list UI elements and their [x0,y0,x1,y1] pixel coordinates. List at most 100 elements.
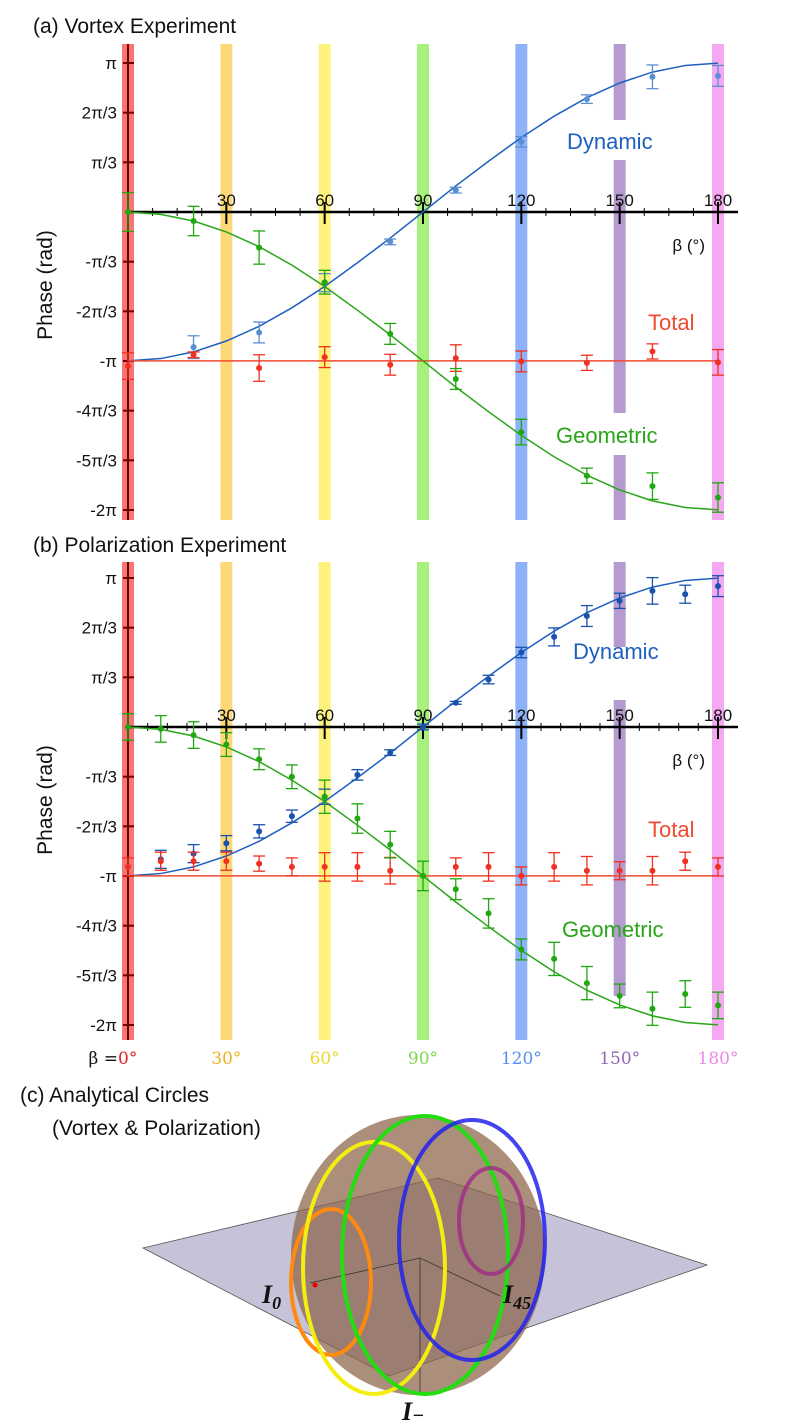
circle-orange [289,1207,373,1357]
data-point-dynamic [220,834,233,852]
data-point-dynamic [515,646,528,659]
x-tick-label: 30 [217,706,236,725]
marker [452,863,459,870]
y-axis-label: Phase (rad) [34,230,57,340]
y-tick-label: -5π/3 [76,451,117,470]
x-axis-label: β (°) [672,236,705,255]
data-point-geometric [679,980,692,1008]
data-point-geometric [122,191,134,233]
marker [485,863,492,870]
marker [682,858,689,865]
data-point-geometric [449,367,462,391]
marker [256,756,263,763]
y-tick-label: π/3 [91,668,117,687]
x-tick-label: 180 [704,706,732,725]
marker [387,749,394,756]
y-tick-label: π/3 [91,153,117,172]
label-iminus: I− [401,1397,424,1427]
data-point-total [384,353,397,376]
data-point-total [318,852,331,882]
panel-c-analytical-circles: (c) Analytical Circles (Vortex & Polariz… [20,1084,709,1427]
data-point-total [384,856,397,885]
band-gap [612,996,627,1049]
beta-label-120: 120° [501,1049,542,1069]
data-point-geometric [515,418,528,446]
marker [256,329,263,336]
label-i45: I45 [502,1280,531,1313]
data-point-geometric [351,803,364,834]
x-tick-label: 30 [217,191,236,210]
data-point-geometric [417,860,429,892]
data-point-geometric [384,830,397,859]
marker [354,815,361,822]
data-point-total [613,861,626,881]
marker [682,991,689,998]
data-point-total [580,354,593,372]
marker [288,773,295,780]
marker [649,1005,656,1012]
y-tick-label: -π [100,867,117,886]
marker [518,649,525,656]
marker [420,724,426,730]
x-tick-label: 120 [507,706,535,725]
marker [715,1002,721,1009]
marker [190,218,197,225]
marker [321,279,328,286]
data-point-dynamic [613,592,626,610]
marker [715,72,721,79]
marker [387,361,394,368]
marker [256,244,263,251]
label-i0: I0 [261,1280,281,1313]
marker [518,138,525,145]
point-i0-marker [312,1282,318,1288]
beta-label-180: 180° [698,1049,739,1069]
data-point-dynamic [384,238,397,246]
data-point-total [449,344,462,373]
panel-title: (b) Polarization Experiment [33,534,286,557]
data-point-dynamic [417,723,429,731]
data-point-total [646,855,659,886]
marker [583,96,590,103]
marker [551,955,558,962]
data-point-geometric [384,322,397,345]
x-tick-label: 90 [414,191,433,210]
data-point-total [515,350,528,373]
data-point-dynamic [548,627,561,647]
data-point-dynamic [351,769,364,781]
marker [190,732,197,739]
data-point-geometric [646,991,659,1026]
panel-b-polarization: (b) Polarization Experiment 30 60 90 120 150 1… [33,534,738,1049]
circle-purple [457,1166,525,1276]
data-point-geometric [712,991,724,1020]
data-point-total [122,352,134,381]
marker [190,351,197,358]
marker [288,863,295,870]
fit-curve-geometric [127,211,719,511]
marker [715,863,721,870]
data-point-dynamic [285,809,298,823]
marker [125,209,131,215]
marker [452,375,459,382]
beta-label-30: 30° [211,1049,241,1069]
data-point-geometric [318,779,331,814]
data-point-total [351,852,364,882]
marker [518,429,525,436]
x-tick-label: 60 [315,706,334,725]
marker [452,355,459,362]
beta-label-row: β = 0° 30° 60° 90° 120° 150° 180° [89,1049,739,1069]
data-point-geometric [318,269,331,295]
marker [583,980,590,987]
y-tick-label: 2π/3 [82,104,117,123]
data-point-total [253,855,266,872]
marker [256,860,263,867]
data-point-total [154,851,167,871]
data-point-total [318,346,331,369]
marker [485,910,492,917]
marker [452,886,459,893]
marker [715,583,721,590]
marker [387,867,394,874]
data-point-dynamic [449,186,462,194]
data-point-total [548,852,561,882]
x-tick-label: 90 [414,706,433,725]
